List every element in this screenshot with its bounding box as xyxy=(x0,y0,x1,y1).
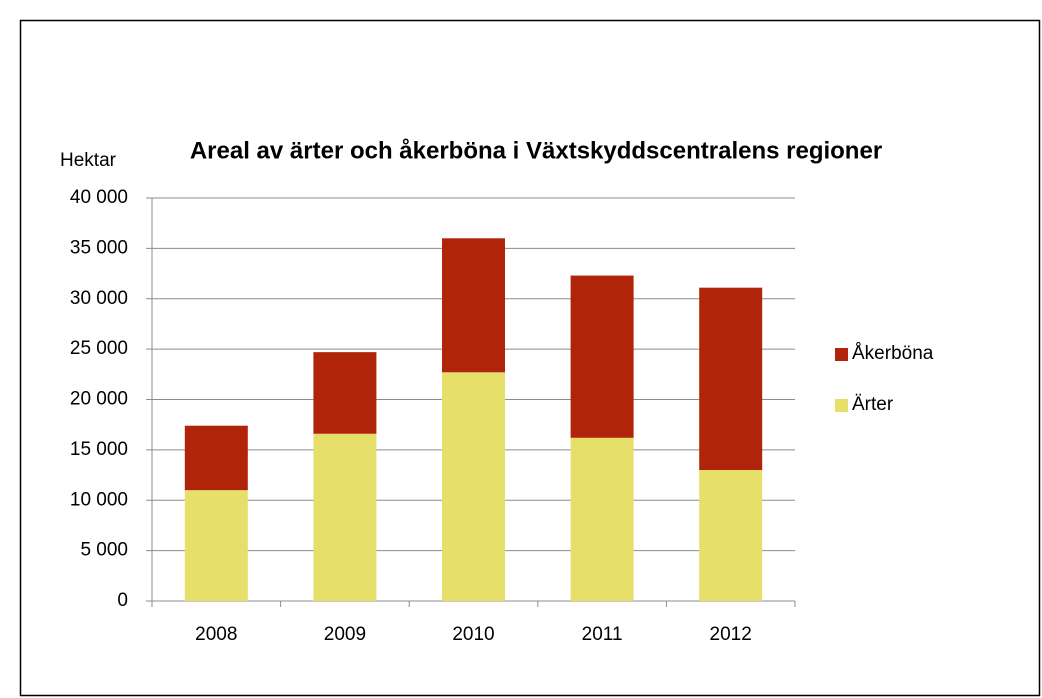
y-tick-label: 0 xyxy=(117,590,128,611)
y-tick-label: 35 000 xyxy=(70,237,128,258)
y-tick-label: 5 000 xyxy=(80,540,128,561)
y-tick-label: 20 000 xyxy=(70,389,128,410)
bar-segment xyxy=(442,238,505,373)
y-tick-label: 25 000 xyxy=(70,338,128,359)
y-axis-label: Hektar xyxy=(60,150,117,171)
bar-segment xyxy=(699,470,763,601)
bar-segment xyxy=(570,437,634,601)
y-tick-label: 10 000 xyxy=(70,489,128,510)
y-tick-label: 40 000 xyxy=(70,187,128,208)
legend-label: Åkerböna xyxy=(852,343,934,364)
bar-segment xyxy=(313,433,377,601)
bar-segment xyxy=(313,352,377,434)
x-tick-label: 2009 xyxy=(324,624,366,645)
bar-segment xyxy=(570,275,634,438)
y-tick-label: 15 000 xyxy=(70,439,128,460)
x-tick-label: 2011 xyxy=(582,624,623,645)
x-tick-label: 2012 xyxy=(710,624,752,645)
chart-title: Areal av ärter och åkerböna i Växtskydds… xyxy=(190,137,882,164)
legend-swatch xyxy=(835,348,848,361)
bar-segment xyxy=(699,287,763,471)
bar-segment xyxy=(184,490,248,601)
bar-segment xyxy=(184,425,248,491)
x-tick-label: 2010 xyxy=(452,624,494,645)
legend-swatch xyxy=(835,399,848,412)
bar-segment xyxy=(442,372,505,601)
y-tick-label: 30 000 xyxy=(70,288,128,309)
legend-label: Ärter xyxy=(852,394,894,415)
x-tick-label: 2008 xyxy=(195,624,237,645)
